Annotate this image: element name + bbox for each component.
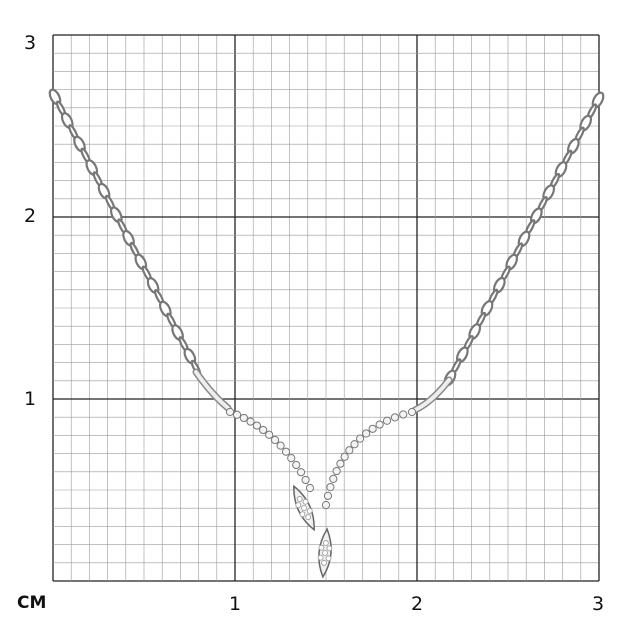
pave-stone: [322, 540, 329, 546]
diamond-stone: [336, 459, 345, 468]
diamond-stone: [270, 435, 280, 445]
y-label-3: 3: [24, 32, 37, 54]
diamond-stone: [301, 475, 310, 485]
diamond-stone: [232, 410, 242, 419]
diamond-stone: [407, 407, 417, 417]
diamond-stone: [321, 500, 331, 510]
diamond-stone: [296, 468, 306, 477]
pave-stone: [295, 502, 302, 509]
diamond-stone: [326, 483, 335, 492]
diamond-stone: [305, 483, 315, 493]
pave-stone: [301, 505, 307, 511]
diamond-stone: [292, 460, 301, 470]
y-label-1: 1: [24, 388, 37, 410]
diamond-stone: [287, 454, 296, 463]
diamond-stone: [368, 424, 377, 433]
diamond-stone: [259, 425, 268, 435]
pave-stone: [317, 554, 324, 561]
diamond-stone: [239, 413, 248, 423]
pave-stone: [318, 544, 325, 551]
diamond-stone: [246, 417, 255, 426]
diamond-stone: [356, 434, 365, 443]
pave-stone: [296, 496, 303, 502]
diamond-stone: [390, 413, 400, 422]
necklace-image: [48, 88, 605, 579]
diamond-stone: [399, 410, 408, 419]
pave-stone: [302, 498, 309, 505]
diamond-stone: [276, 441, 285, 450]
diamond-stone: [252, 421, 262, 430]
diamond-stone: [350, 440, 359, 449]
pave-stone: [299, 511, 306, 518]
diamond-stone: [265, 430, 274, 439]
unit-label: CM: [17, 593, 47, 613]
diamond-stone: [345, 446, 354, 455]
diamond-stone: [281, 447, 291, 456]
pave-stone: [325, 555, 332, 562]
diamond-stone: [329, 474, 338, 483]
necklace-bar-highlight: [413, 378, 451, 412]
diamond-stone: [225, 407, 235, 417]
x-label-2: 2: [411, 593, 424, 615]
diamond-stone: [362, 429, 371, 438]
x-label-1: 1: [229, 593, 242, 615]
necklace-bar-highlight: [194, 370, 230, 410]
pave-stone: [305, 514, 312, 520]
diamond-stone: [332, 466, 341, 476]
diamond-stone: [323, 491, 333, 500]
diamond-stone: [375, 420, 384, 429]
pave-stone: [322, 550, 328, 556]
diamond-stone: [340, 452, 349, 461]
pave-stone: [321, 560, 328, 566]
x-label-3: 3: [592, 593, 605, 615]
pave-stone: [306, 507, 313, 514]
y-label-2: 2: [24, 205, 37, 227]
diamond-stone: [382, 416, 392, 425]
pave-stone: [326, 545, 333, 552]
